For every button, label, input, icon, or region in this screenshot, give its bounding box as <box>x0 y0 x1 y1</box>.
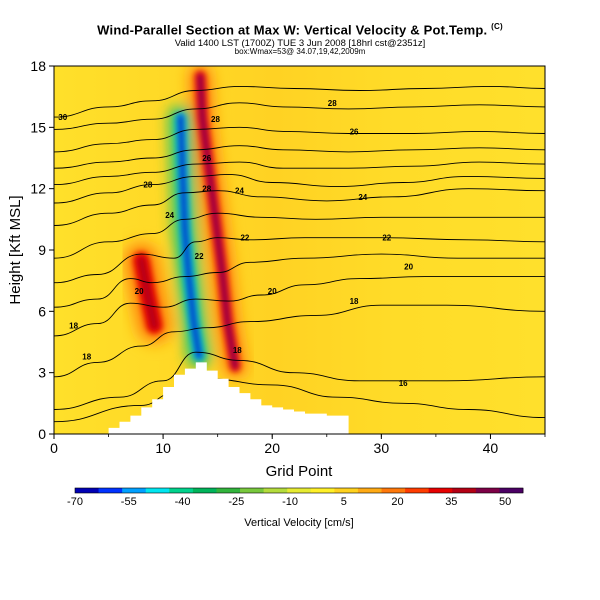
theta-contour-line <box>54 304 545 378</box>
colorbar-swatch <box>428 488 453 493</box>
colorbar-tick-label: -70 <box>67 496 83 508</box>
plot-area: 30 28 28 28 28 26 26 24 24 24 22 22 22 20 20 20 18 18 18 18… <box>54 66 545 434</box>
colorbar-swatch <box>98 488 123 493</box>
velocity-band <box>197 73 238 369</box>
colorbar-swatch <box>192 488 217 493</box>
contour-label: 22 <box>240 234 249 243</box>
box-info-line: box:Wmax=53@ 34.07,19,42,2009m <box>234 47 366 56</box>
colorbar-swatch <box>287 488 312 493</box>
contour-label: 22 <box>382 234 391 243</box>
contour-label: 18 <box>233 346 242 355</box>
x-axis-label: Grid Point <box>266 463 334 480</box>
chart-title: Wind-Parallel Section at Max W: Vertical… <box>0 22 600 37</box>
chart-title-text: Wind-Parallel Section at Max W: Vertical… <box>97 22 488 38</box>
colorbar-swatch <box>405 488 430 493</box>
colorbar-swatch <box>263 488 288 493</box>
theta-contour-line <box>54 237 545 284</box>
colorbar-tick-label: 5 <box>341 496 347 508</box>
colorbar-frame <box>74 487 524 494</box>
colorbar-tick-label: -10 <box>282 496 298 508</box>
y-tick-label: 0 <box>38 426 46 442</box>
colorbar-tick-label: -25 <box>228 496 244 508</box>
velocity-band <box>137 256 159 330</box>
contour-label: 24 <box>165 211 174 220</box>
colorbar-tick-label: 20 <box>391 496 403 508</box>
valid-time-line: Valid 1400 LST (1700Z) TUE 3 Jun 2008 [1… <box>174 38 426 49</box>
y-tick-label: 3 <box>38 365 46 381</box>
y-axis-ticks: 0 3 6 9 12 15 18 <box>30 58 54 442</box>
theta-contour-line <box>54 145 545 169</box>
contour-label: 22 <box>195 252 204 261</box>
contour-label: 20 <box>268 287 277 296</box>
contour-label: 28 <box>202 185 211 194</box>
theta-contour-line <box>54 378 545 423</box>
title-mark: (C) <box>491 22 503 31</box>
contour-label: 26 <box>202 154 211 163</box>
contour-label: 24 <box>235 187 244 196</box>
colorbar-swatch <box>216 488 241 493</box>
colorbar-swatch <box>381 488 406 493</box>
y-axis-label: Height [Kft MSL] <box>7 195 24 304</box>
x-tick-label: 20 <box>264 440 280 456</box>
colorbar-swatch <box>452 488 477 493</box>
colorbar-tick-label: -40 <box>175 496 191 508</box>
y-tick-label: 6 <box>38 303 46 319</box>
colorbar-swatch <box>357 488 382 493</box>
y-tick-label: 9 <box>38 242 46 258</box>
contour-label: 24 <box>358 193 367 202</box>
colorbar-swatch <box>334 488 359 493</box>
colorbar-swatch <box>240 488 265 493</box>
x-axis-ticks: 0 10 20 30 40 <box>50 434 546 456</box>
theta-contour-line <box>54 85 545 118</box>
contour-label: 28 <box>143 181 152 190</box>
contour-label: 18 <box>350 297 359 306</box>
contour-label: 30 <box>58 113 67 122</box>
colorbar-swatch <box>475 488 500 493</box>
contour-label: 18 <box>82 352 91 361</box>
colorbar-tick-label: -55 <box>121 496 137 508</box>
contour-label: 26 <box>350 127 359 136</box>
colorbar-swatch <box>75 488 99 493</box>
theta-contour-line <box>54 173 545 204</box>
x-tick-label: 0 <box>50 440 58 456</box>
theta-contour-line <box>54 102 545 130</box>
terrain-profile <box>54 362 545 434</box>
velocity-band <box>178 114 202 359</box>
contour-label: 16 <box>399 379 408 388</box>
contour-label: 20 <box>404 262 413 271</box>
contour-label: 28 <box>328 99 337 108</box>
contour-labels: 30 28 28 28 28 26 26 24 24 24 22 22 22 20 20 20 18 18 18 18… <box>58 99 413 388</box>
theta-contour-line <box>54 212 545 259</box>
colorbar: -70 -55 -40 -25 -10 5 20 35 50 <box>67 487 524 508</box>
colorbar-swatch <box>499 488 524 493</box>
y-tick-label: 18 <box>30 58 46 74</box>
theta-contour-line <box>54 276 545 337</box>
theta-contour-line <box>54 161 545 186</box>
velocity-field <box>121 66 249 380</box>
colorbar-swatch <box>145 488 170 493</box>
contour-label: 28 <box>211 115 220 124</box>
theta-contour-line <box>54 351 545 410</box>
colorbar-tick-label: 35 <box>445 496 457 508</box>
colorbar-label: Vertical Velocity [cm/s] <box>244 517 353 529</box>
colorbar-swatch <box>122 488 147 493</box>
contour-label: 20 <box>135 287 144 296</box>
colorbar-swatch <box>310 488 335 493</box>
theta-contour-line <box>54 188 545 226</box>
theta-contour-line <box>54 253 545 308</box>
contour-label: 18 <box>69 322 78 331</box>
y-tick-label: 15 <box>30 119 46 135</box>
x-tick-label: 40 <box>483 440 499 456</box>
y-tick-label: 12 <box>30 181 46 197</box>
theta-contours <box>54 85 545 423</box>
theta-contour-line <box>54 126 545 153</box>
colorbar-tick-label: 50 <box>499 496 511 508</box>
colorbar-swatch <box>169 488 194 493</box>
x-tick-label: 10 <box>155 440 171 456</box>
x-tick-label: 30 <box>374 440 390 456</box>
